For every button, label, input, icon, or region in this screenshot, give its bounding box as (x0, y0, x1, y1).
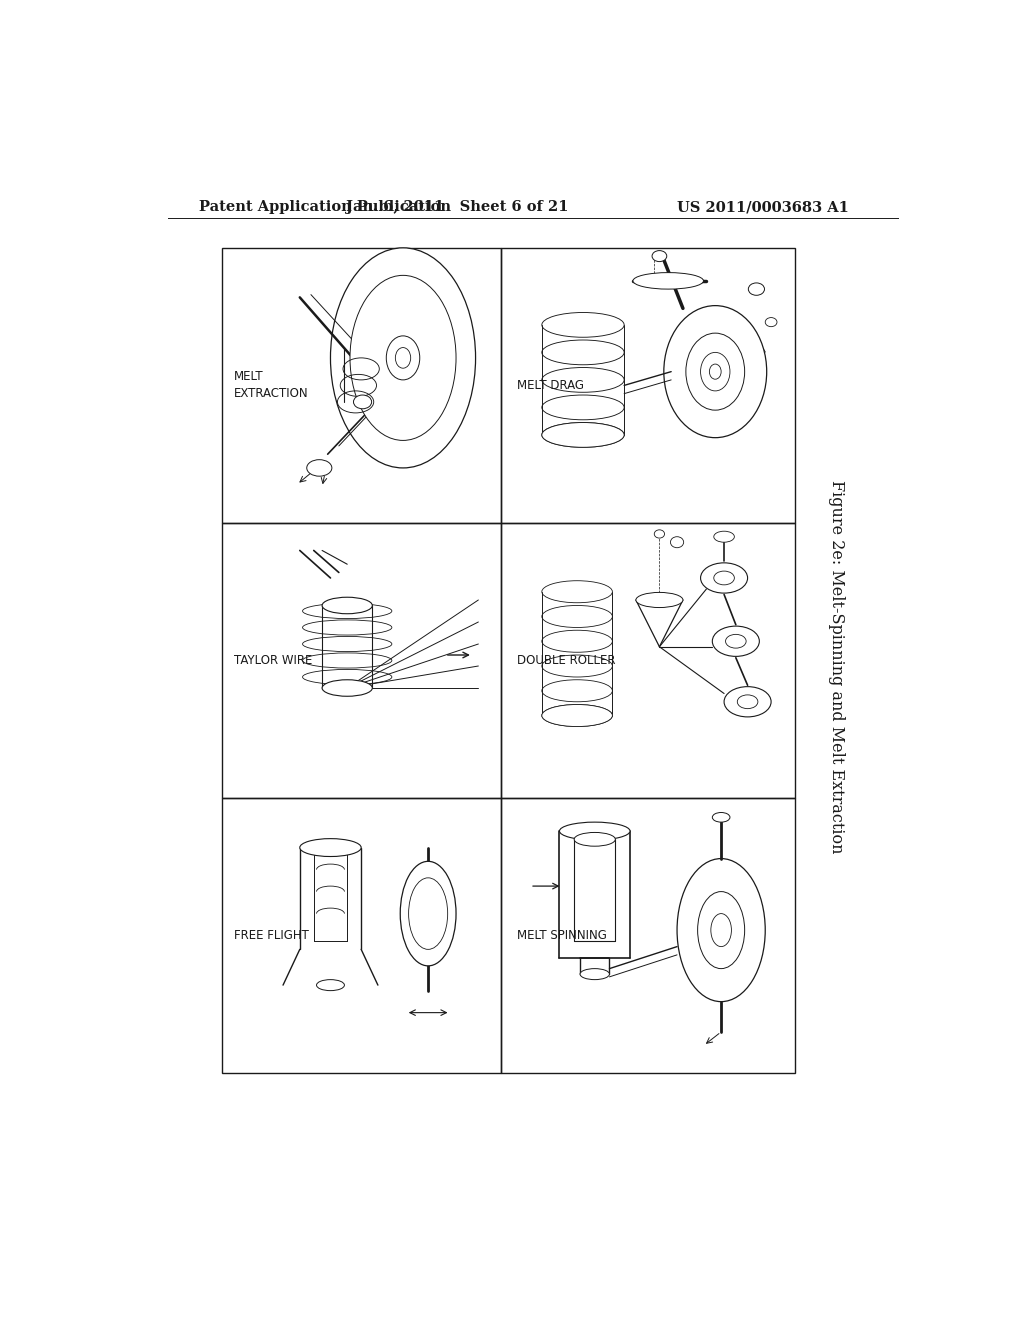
Ellipse shape (652, 251, 667, 261)
Bar (221, 248, 501, 523)
Ellipse shape (724, 686, 771, 717)
Ellipse shape (350, 276, 456, 441)
Ellipse shape (316, 979, 344, 990)
Ellipse shape (300, 838, 361, 857)
Ellipse shape (714, 572, 734, 585)
Ellipse shape (323, 597, 373, 614)
Text: US 2011/0003683 A1: US 2011/0003683 A1 (677, 201, 849, 214)
Ellipse shape (542, 422, 625, 447)
Ellipse shape (737, 694, 758, 709)
Bar (501, 248, 795, 523)
Ellipse shape (765, 318, 777, 326)
Ellipse shape (331, 248, 475, 467)
Ellipse shape (713, 626, 760, 656)
Text: FREE FLIGHT: FREE FLIGHT (234, 929, 309, 942)
Ellipse shape (395, 347, 411, 368)
Text: DOUBLE ROLLER: DOUBLE ROLLER (517, 653, 615, 667)
Ellipse shape (749, 282, 765, 296)
Text: MELT DRAG: MELT DRAG (517, 379, 584, 392)
Ellipse shape (386, 335, 420, 380)
Bar (501, 799, 795, 1073)
Text: MELT
EXTRACTION: MELT EXTRACTION (234, 371, 309, 400)
Ellipse shape (714, 531, 734, 543)
Text: Patent Application Publication: Patent Application Publication (200, 201, 452, 214)
Ellipse shape (700, 352, 730, 391)
Text: MELT SPINNING: MELT SPINNING (517, 929, 607, 942)
Ellipse shape (677, 858, 765, 1002)
Ellipse shape (654, 529, 665, 539)
Ellipse shape (353, 395, 372, 409)
Text: Jan. 6, 2011   Sheet 6 of 21: Jan. 6, 2011 Sheet 6 of 21 (346, 201, 568, 214)
Ellipse shape (711, 913, 731, 946)
Ellipse shape (671, 537, 684, 548)
Text: Figure 2e: Melt-Spinning and Melt Extraction: Figure 2e: Melt-Spinning and Melt Extrac… (828, 480, 845, 853)
Ellipse shape (542, 705, 612, 726)
Bar (221, 523, 501, 799)
Text: TAYLOR WIRE: TAYLOR WIRE (234, 653, 312, 667)
Ellipse shape (574, 833, 615, 846)
Ellipse shape (636, 593, 683, 607)
Ellipse shape (559, 822, 630, 840)
Ellipse shape (664, 306, 767, 438)
Ellipse shape (307, 459, 332, 477)
Ellipse shape (700, 562, 748, 593)
Ellipse shape (686, 333, 744, 411)
Ellipse shape (713, 813, 730, 822)
Ellipse shape (633, 273, 703, 289)
Ellipse shape (726, 635, 746, 648)
Ellipse shape (400, 862, 456, 966)
Ellipse shape (697, 891, 744, 969)
Bar (501, 523, 795, 799)
Ellipse shape (710, 364, 721, 379)
Bar (221, 799, 501, 1073)
Ellipse shape (323, 680, 373, 696)
Ellipse shape (580, 969, 609, 979)
